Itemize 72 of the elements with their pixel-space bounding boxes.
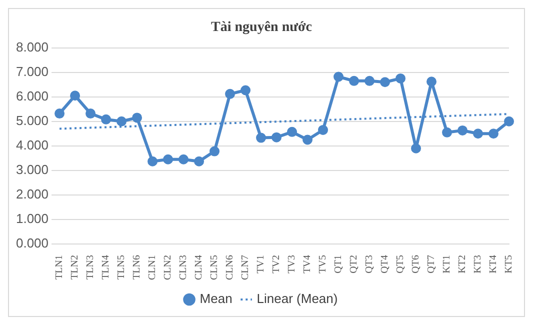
x-tick-label: QT6 bbox=[410, 255, 422, 274]
x-tick-label: CLN2 bbox=[162, 255, 174, 280]
point bbox=[256, 132, 266, 143]
x-tick-label: KT4 bbox=[488, 255, 500, 274]
legend-label: Linear (Mean) bbox=[256, 291, 338, 306]
point bbox=[302, 134, 313, 145]
y-tick-label: 7.000 bbox=[16, 64, 49, 79]
point bbox=[426, 76, 437, 87]
legend-label: Mean bbox=[200, 291, 232, 306]
y-tick-label: 6.000 bbox=[16, 88, 49, 104]
x-tick-label: TLN2 bbox=[70, 255, 81, 280]
x-tick-label: QT1 bbox=[333, 255, 344, 274]
x-tick-label: KT1 bbox=[442, 255, 453, 274]
point bbox=[86, 108, 96, 119]
x-tick-label: TLN1 bbox=[54, 255, 66, 280]
point bbox=[318, 124, 328, 135]
y-tick-label: 0.000 bbox=[16, 236, 49, 251]
x-tick-label: TLN6 bbox=[132, 255, 143, 280]
y-tick-label: 4.000 bbox=[16, 137, 49, 152]
x-tick-label: TLN5 bbox=[116, 255, 128, 280]
point bbox=[272, 132, 282, 142]
x-tick-label: QT5 bbox=[395, 255, 406, 274]
point bbox=[396, 73, 406, 84]
point bbox=[70, 90, 80, 101]
x-tick-label: TV2 bbox=[271, 255, 282, 274]
point bbox=[163, 154, 174, 164]
x-tick-label: TV5 bbox=[318, 255, 329, 274]
x-tick-label: QT3 bbox=[364, 255, 376, 274]
y-tick-label: 3.000 bbox=[16, 162, 49, 178]
x-tick-label: TV4 bbox=[302, 255, 314, 274]
x-tick-label: TV3 bbox=[286, 255, 298, 274]
x-tick-label: CLN7 bbox=[240, 255, 252, 280]
point bbox=[488, 128, 498, 139]
point bbox=[411, 143, 422, 154]
point bbox=[101, 114, 112, 124]
x-tick-label: CLN3 bbox=[178, 255, 190, 280]
chart-title: Tài nguyên nước bbox=[211, 20, 312, 36]
point bbox=[210, 146, 220, 156]
point bbox=[458, 125, 468, 136]
point bbox=[364, 76, 375, 86]
y-tick-label: 2.000 bbox=[16, 186, 49, 202]
y-tick-label: 1.000 bbox=[16, 211, 49, 226]
point bbox=[442, 127, 452, 138]
x-tick-label: QT4 bbox=[380, 255, 391, 274]
point bbox=[473, 128, 483, 139]
y-tick-label: 8.000 bbox=[16, 39, 49, 54]
point bbox=[240, 85, 251, 96]
x-tick-label: KT3 bbox=[472, 255, 484, 274]
x-tick-label: QT2 bbox=[348, 255, 360, 274]
point bbox=[148, 156, 158, 166]
point bbox=[334, 72, 344, 82]
x-tick-label: KT2 bbox=[457, 255, 468, 274]
point bbox=[194, 156, 204, 166]
x-tick-label: CLN5 bbox=[209, 255, 220, 280]
point bbox=[349, 76, 360, 86]
point bbox=[225, 88, 236, 99]
x-tick-label: QT7 bbox=[426, 255, 438, 274]
point bbox=[287, 126, 298, 137]
point bbox=[380, 77, 390, 88]
x-tick-label: TLN3 bbox=[85, 255, 96, 280]
x-tick-label: CLN1 bbox=[147, 255, 158, 280]
point bbox=[178, 154, 189, 164]
x-tick-label: KT5 bbox=[504, 255, 515, 274]
x-tick-label: CLN4 bbox=[194, 255, 205, 280]
point bbox=[132, 112, 142, 123]
x-tick-label: CLN6 bbox=[224, 255, 236, 280]
point bbox=[54, 108, 65, 119]
point bbox=[504, 116, 514, 126]
point bbox=[116, 116, 127, 126]
x-tick-label: TV1 bbox=[256, 255, 267, 274]
y-tick-label: 5.000 bbox=[16, 112, 49, 128]
x-tick-label: TLN4 bbox=[100, 255, 112, 280]
